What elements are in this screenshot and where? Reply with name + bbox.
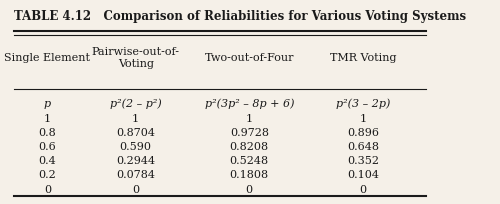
Text: 0.2944: 0.2944 [116,156,156,166]
Text: 0: 0 [360,185,366,195]
Text: 0.4: 0.4 [38,156,56,166]
Text: 0.8208: 0.8208 [230,142,269,152]
Text: 1: 1 [360,114,366,124]
Text: 0.8: 0.8 [38,128,56,138]
Text: TABLE 4.12   Comparison of Reliabilities for Various Voting Systems: TABLE 4.12 Comparison of Reliabilities f… [14,10,466,23]
Text: 0.104: 0.104 [347,171,379,181]
Text: 0.5248: 0.5248 [230,156,269,166]
Text: 0.0784: 0.0784 [116,171,155,181]
Text: 0: 0 [44,185,51,195]
Text: 1: 1 [132,114,140,124]
Text: 0: 0 [132,185,140,195]
Text: 0.590: 0.590 [120,142,152,152]
Text: TMR Voting: TMR Voting [330,53,396,63]
Text: p: p [44,99,51,109]
Text: 1: 1 [44,114,51,124]
Text: Pairwise-out-of-
Voting: Pairwise-out-of- Voting [92,47,180,69]
Text: Single Element: Single Element [4,53,90,63]
Text: p²(3 – 2p): p²(3 – 2p) [336,99,390,109]
Text: 0.648: 0.648 [347,142,379,152]
Text: 0.2: 0.2 [38,171,56,181]
Text: p²(3p² – 8p + 6): p²(3p² – 8p + 6) [204,99,294,109]
Text: 1: 1 [246,114,253,124]
Text: 0.896: 0.896 [347,128,379,138]
Text: 0.9728: 0.9728 [230,128,269,138]
Text: 0.6: 0.6 [38,142,56,152]
Text: Two-out-of-Four: Two-out-of-Four [204,53,294,63]
Text: 0.8704: 0.8704 [116,128,155,138]
Text: 0: 0 [246,185,253,195]
Text: 0.1808: 0.1808 [230,171,269,181]
Text: p²(2 – p²): p²(2 – p²) [110,99,162,109]
Text: 0.352: 0.352 [347,156,379,166]
